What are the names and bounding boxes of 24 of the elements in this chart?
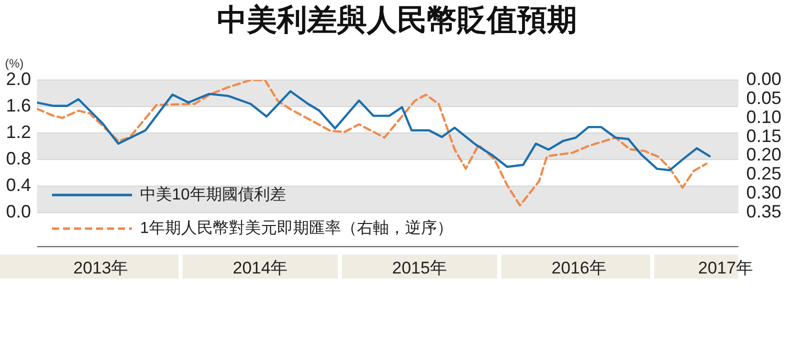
- y-tick-label: 2.0: [6, 68, 32, 89]
- y2-tick-label: 0.05: [746, 88, 782, 108]
- x-tick-label: 2015年: [392, 258, 447, 278]
- y2-tick-label: 0.20: [746, 144, 782, 165]
- y2-tick-label: 0.15: [746, 126, 782, 146]
- y2-tick-label: 0.10: [746, 106, 782, 127]
- x-tick-label: 2013年: [73, 258, 128, 278]
- y-tick-label: 1.2: [6, 122, 32, 142]
- y-tick-label: 0.4: [6, 175, 32, 196]
- y-tick-label: 1.6: [6, 95, 32, 116]
- y-tick-label: 0.0: [6, 202, 32, 222]
- y2-tick-label: 0.00: [746, 68, 782, 89]
- x-tick-label: 2014年: [232, 258, 288, 278]
- y-tick-label: 0.8: [6, 148, 32, 169]
- y2-tick-label: 0.35: [746, 202, 782, 222]
- x-tick-label: 2016年: [552, 258, 606, 278]
- x-tick-label: 2017年: [698, 258, 753, 278]
- legend-label: 1年期人民幣對美元即期匯率（右軸，逆序）: [140, 219, 453, 238]
- y2-tick-label: 0.30: [746, 182, 782, 203]
- line-series: [37, 80, 708, 206]
- legend-label: 中美10年期國債利差: [140, 185, 286, 204]
- y-axis-title: (%): [5, 56, 24, 70]
- y2-tick-label: 0.25: [746, 164, 782, 184]
- chart-title: 中美利差與人民幣貶值預期: [217, 2, 577, 37]
